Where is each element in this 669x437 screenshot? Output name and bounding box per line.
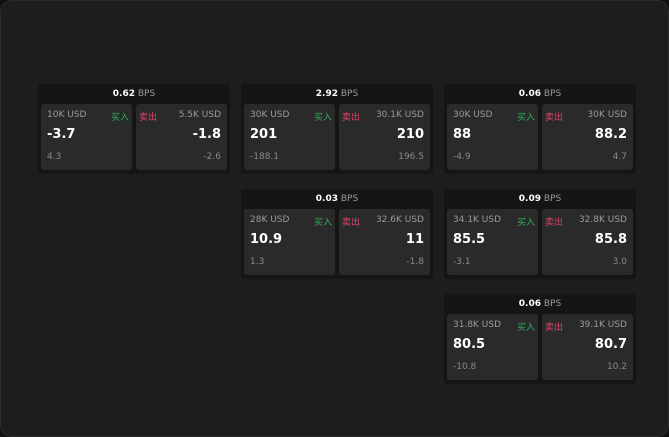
sell-cell[interactable]: 卖出 30.1K USD 210 196.5 xyxy=(339,104,430,170)
buy-change: -10.8 xyxy=(453,362,477,372)
sell-change: 10.2 xyxy=(606,362,627,372)
buy-label: 买入 xyxy=(516,218,535,228)
quote-card: 0.09 BPS 34.1K USD 买入 85.5 -3.1 卖出 32.8K… xyxy=(444,189,636,279)
sell-change: 4.7 xyxy=(612,152,627,162)
sell-size: 5.5K USD xyxy=(178,110,221,120)
spread-value: 0.06 xyxy=(518,89,541,99)
sell-cell[interactable]: 卖出 30K USD 88.2 4.7 xyxy=(542,104,633,170)
sell-price: 88.2 xyxy=(594,127,627,142)
sell-change: 196.5 xyxy=(398,152,424,162)
buy-change: -188.1 xyxy=(250,152,280,162)
sell-cell[interactable]: 卖出 32.8K USD 85.8 3.0 xyxy=(542,209,633,275)
buy-cell[interactable]: 30K USD 买入 88 -4.9 xyxy=(447,104,538,170)
spread-value: 0.06 xyxy=(518,299,541,309)
buy-price: 10.9 xyxy=(250,232,283,247)
sell-price: 210 xyxy=(396,127,424,142)
sell-cell[interactable]: 卖出 39.1K USD 80.7 10.2 xyxy=(542,314,633,380)
spread-unit: BPS xyxy=(543,299,562,309)
sell-label: 卖出 xyxy=(342,218,361,228)
sell-size: 39.1K USD xyxy=(578,320,627,330)
spread-header: 0.09 BPS xyxy=(444,189,636,209)
buy-cell[interactable]: 28K USD 买入 10.9 1.3 xyxy=(244,209,335,275)
sell-price: 85.8 xyxy=(594,232,627,247)
buy-change: 1.3 xyxy=(250,257,265,267)
buy-label: 买入 xyxy=(516,323,535,333)
buy-change: -4.9 xyxy=(453,152,471,162)
buy-change: 4.3 xyxy=(47,152,62,162)
buy-price: 88 xyxy=(453,127,472,142)
buy-price: 80.5 xyxy=(453,337,486,352)
buy-label: 买入 xyxy=(110,113,129,123)
spread-value: 0.62 xyxy=(112,89,135,99)
sell-change: -1.8 xyxy=(406,257,424,267)
buy-cell[interactable]: 34.1K USD 买入 85.5 -3.1 xyxy=(447,209,538,275)
buy-size: 10K USD xyxy=(47,110,87,120)
buy-size: 30K USD xyxy=(453,110,493,120)
sell-label: 卖出 xyxy=(139,113,158,123)
spread-unit: BPS xyxy=(340,89,359,99)
spread-unit: BPS xyxy=(137,89,156,99)
sell-size: 30K USD xyxy=(587,110,627,120)
spread-header: 0.06 BPS xyxy=(444,84,636,104)
spread-header: 0.62 BPS xyxy=(38,84,230,104)
sell-label: 卖出 xyxy=(545,218,564,228)
quote-card: 2.92 BPS 30K USD 买入 201 -188.1 卖出 30.1K … xyxy=(241,84,433,174)
spread-header: 0.06 BPS xyxy=(444,294,636,314)
spread-header: 0.03 BPS xyxy=(241,189,433,209)
sell-change: -2.6 xyxy=(203,152,221,162)
buy-size: 34.1K USD xyxy=(453,215,502,225)
sell-label: 卖出 xyxy=(545,113,564,123)
buy-cell[interactable]: 10K USD 买入 -3.7 4.3 xyxy=(41,104,132,170)
buy-size: 31.8K USD xyxy=(453,320,502,330)
sell-size: 32.6K USD xyxy=(375,215,424,225)
spread-unit: BPS xyxy=(543,89,562,99)
sell-price: -1.8 xyxy=(192,127,221,142)
buy-label: 买入 xyxy=(313,218,332,228)
buy-change: -3.1 xyxy=(453,257,471,267)
buy-label: 买入 xyxy=(313,113,332,123)
buy-size: 30K USD xyxy=(250,110,290,120)
quote-card: 0.06 BPS 31.8K USD 买入 80.5 -10.8 卖出 39.1… xyxy=(444,294,636,384)
sell-label: 卖出 xyxy=(342,113,361,123)
sell-label: 卖出 xyxy=(545,323,564,333)
spread-unit: BPS xyxy=(340,194,359,204)
sell-price: 80.7 xyxy=(594,337,627,352)
quote-card: 0.03 BPS 28K USD 买入 10.9 1.3 卖出 32.6K US… xyxy=(241,189,433,279)
sell-price: 11 xyxy=(405,232,424,247)
quote-card: 0.06 BPS 30K USD 买入 88 -4.9 卖出 30K USD 8… xyxy=(444,84,636,174)
buy-price: 201 xyxy=(250,127,278,142)
sell-size: 32.8K USD xyxy=(578,215,627,225)
sell-size: 30.1K USD xyxy=(375,110,424,120)
buy-cell[interactable]: 30K USD 买入 201 -188.1 xyxy=(244,104,335,170)
spread-value: 0.03 xyxy=(315,194,338,204)
spread-unit: BPS xyxy=(543,194,562,204)
buy-cell[interactable]: 31.8K USD 买入 80.5 -10.8 xyxy=(447,314,538,380)
spread-value: 0.09 xyxy=(518,194,541,204)
sell-change: 3.0 xyxy=(612,257,627,267)
spread-value: 2.92 xyxy=(315,89,338,99)
buy-price: -3.7 xyxy=(47,127,76,142)
buy-price: 85.5 xyxy=(453,232,486,247)
quote-card: 0.62 BPS 10K USD 买入 -3.7 4.3 卖出 5.5K USD… xyxy=(38,84,230,174)
sell-cell[interactable]: 卖出 32.6K USD 11 -1.8 xyxy=(339,209,430,275)
buy-size: 28K USD xyxy=(250,215,290,225)
sell-cell[interactable]: 卖出 5.5K USD -1.8 -2.6 xyxy=(136,104,227,170)
spread-header: 2.92 BPS xyxy=(241,84,433,104)
buy-label: 买入 xyxy=(516,113,535,123)
